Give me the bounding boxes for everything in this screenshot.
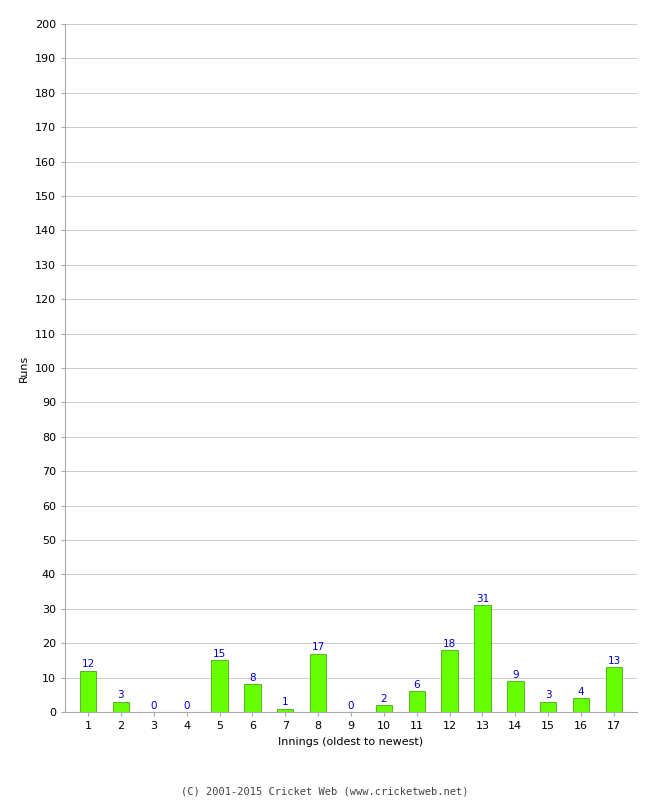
Text: 8: 8 [249, 673, 255, 683]
Bar [80, 670, 96, 712]
Text: 1: 1 [282, 697, 289, 707]
Bar [112, 702, 129, 712]
Bar [244, 685, 261, 712]
X-axis label: Innings (oldest to newest): Innings (oldest to newest) [278, 737, 424, 746]
Text: 12: 12 [81, 659, 95, 670]
Bar [277, 709, 293, 712]
Text: 15: 15 [213, 649, 226, 659]
Bar [310, 654, 326, 712]
Text: 0: 0 [151, 701, 157, 710]
Bar [507, 681, 524, 712]
Text: 0: 0 [183, 701, 190, 710]
Text: 6: 6 [413, 680, 420, 690]
Text: 9: 9 [512, 670, 519, 680]
Text: 3: 3 [118, 690, 124, 700]
Bar [474, 606, 491, 712]
Bar [409, 691, 425, 712]
Bar [441, 650, 458, 712]
Bar [376, 705, 392, 712]
Text: 0: 0 [348, 701, 354, 710]
Bar [573, 698, 590, 712]
Text: 31: 31 [476, 594, 489, 604]
Text: (C) 2001-2015 Cricket Web (www.cricketweb.net): (C) 2001-2015 Cricket Web (www.cricketwe… [181, 786, 469, 796]
Text: 18: 18 [443, 638, 456, 649]
Bar [211, 661, 227, 712]
Y-axis label: Runs: Runs [20, 354, 29, 382]
Text: 17: 17 [311, 642, 325, 652]
Text: 3: 3 [545, 690, 552, 700]
Text: 13: 13 [607, 656, 621, 666]
Bar [540, 702, 556, 712]
Text: 2: 2 [380, 694, 387, 704]
Text: 4: 4 [578, 687, 584, 697]
Bar [606, 667, 622, 712]
